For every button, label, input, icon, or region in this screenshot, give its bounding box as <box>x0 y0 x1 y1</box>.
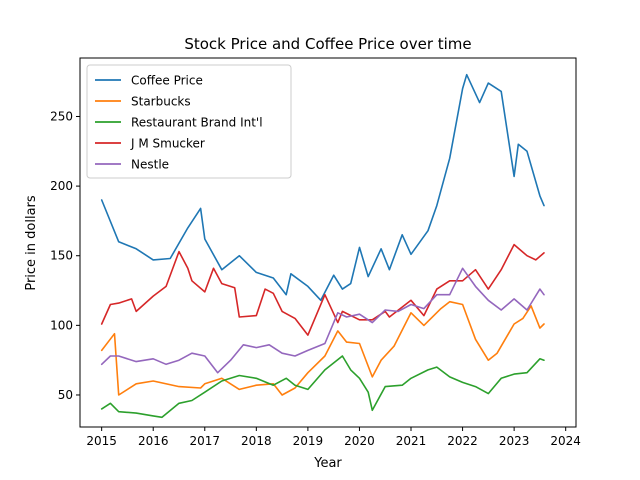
y-tick-label: 100 <box>50 318 73 332</box>
x-axis-ticks: 2015 2016 2017 2018 2019 2020 2021 2022 2023 2024 <box>86 427 581 448</box>
x-tick-label: 2020 <box>344 434 375 448</box>
x-tick-label: 2021 <box>396 434 427 448</box>
plot-frame <box>79 57 577 428</box>
legend-box <box>86 64 292 179</box>
series-line-j-m-smucker <box>100 243 545 336</box>
legend-label: Coffee Price <box>131 74 203 88</box>
x-tick-label: 2022 <box>447 434 478 448</box>
series-lines <box>100 73 545 419</box>
legend-label: Restaurant Brand Int'l <box>131 116 263 130</box>
chart-title: Stock Price and Coffee Price over time <box>184 35 471 53</box>
series-line-starbucks <box>100 300 545 396</box>
y-axis-ticks: 50 100 150 200 250 <box>50 109 80 402</box>
legend-label: J M Smucker <box>130 137 205 151</box>
x-tick-label: 2018 <box>241 434 272 448</box>
legend: Coffee Price Starbucks Restaurant Brand In… <box>86 64 292 179</box>
legend-label: Starbucks <box>131 95 191 109</box>
series-line-coffee-price <box>100 73 545 302</box>
series-line-restaurant-brand-int-l <box>100 355 545 419</box>
x-tick-label: 2017 <box>189 434 220 448</box>
x-tick-label: 2019 <box>293 434 324 448</box>
x-axis-label: Year <box>313 456 342 471</box>
y-tick-label: 150 <box>50 249 73 263</box>
y-tick-label: 250 <box>50 109 73 123</box>
x-tick-label: 2015 <box>86 434 117 448</box>
x-tick-label: 2016 <box>138 434 169 448</box>
series-line-nestle <box>100 267 545 374</box>
legend-label: Nestle <box>131 158 169 172</box>
x-tick-label: 2023 <box>499 434 530 448</box>
y-tick-label: 200 <box>50 179 73 193</box>
y-tick-label: 50 <box>58 388 73 402</box>
y-axis-label: Price in dollars <box>24 195 39 291</box>
x-tick-label: 2024 <box>550 434 581 448</box>
